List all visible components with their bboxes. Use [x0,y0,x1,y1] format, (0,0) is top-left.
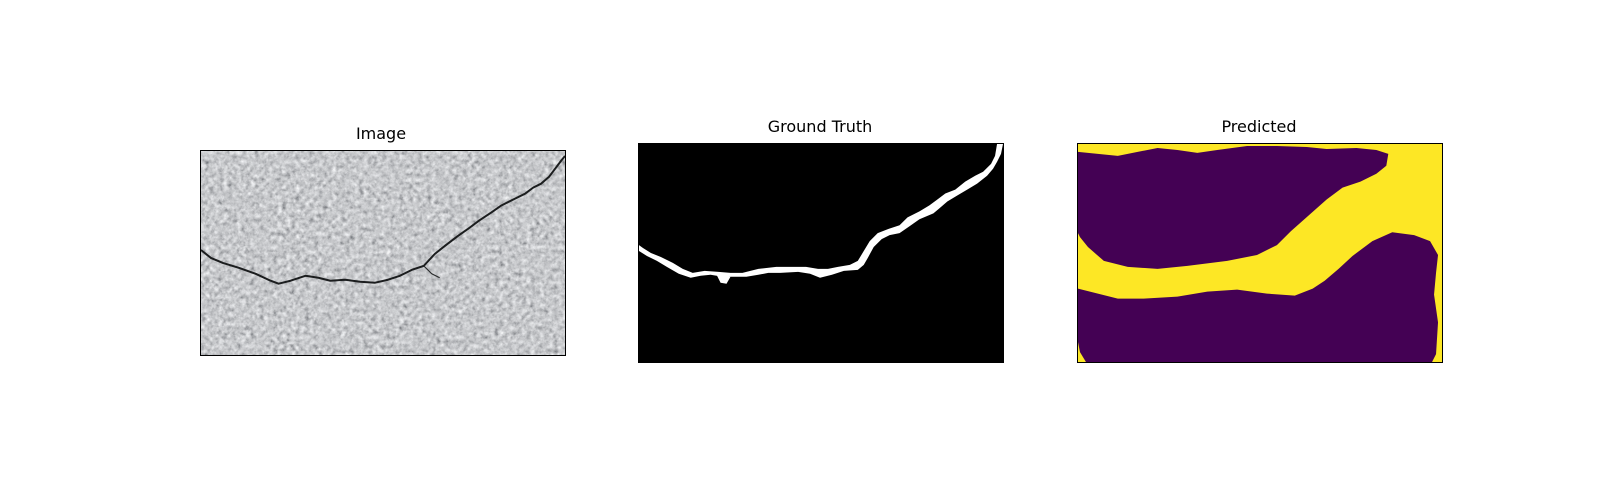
asphalt-grain [201,151,565,355]
input-image [200,150,566,356]
ground-truth-crack-region [639,144,1003,278]
predicted-mask [1077,143,1443,363]
crack-branch [423,265,440,279]
asphalt-texture [201,151,565,355]
panel-title-predicted: Predicted [1221,117,1297,136]
panel-title-ground-truth: Ground Truth [767,117,873,136]
predicted-background-bottom [1078,232,1439,362]
crack-line [201,155,565,285]
panel-title-image: Image [355,124,407,143]
ground-truth-mask [638,143,1004,363]
predicted-background-top [1078,145,1389,269]
ground-truth-crack-blob [716,274,731,284]
